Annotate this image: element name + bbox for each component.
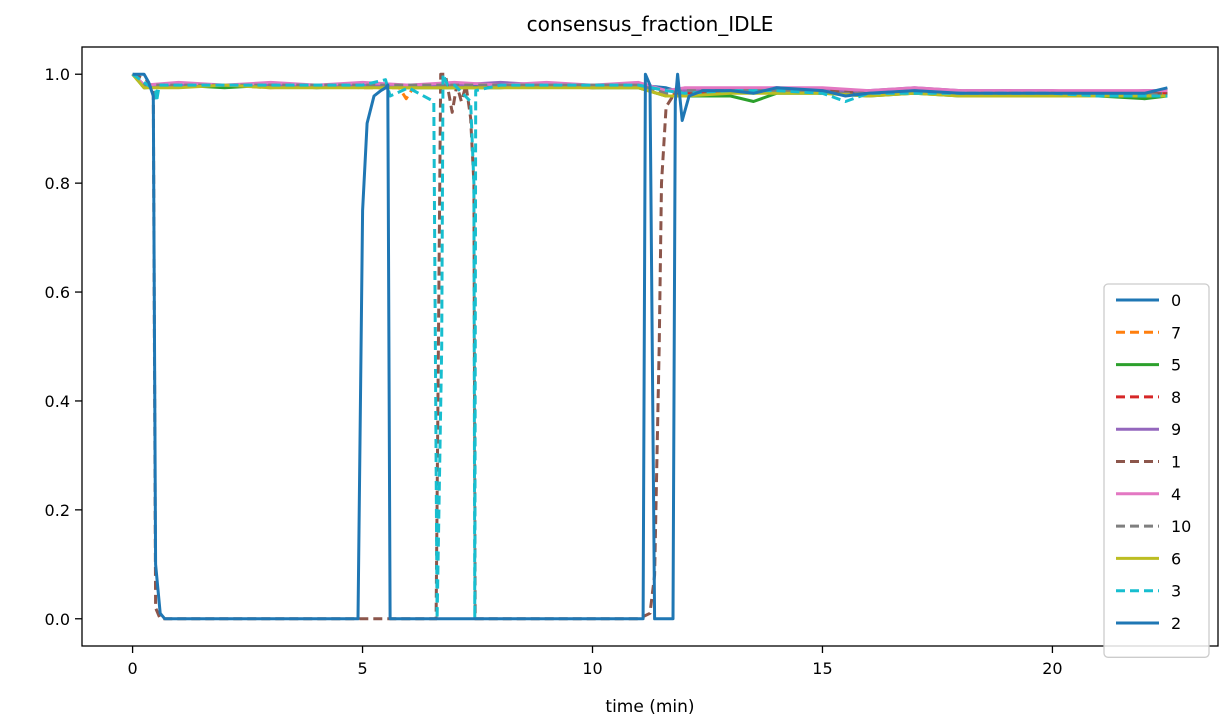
legend-label-8: 8 [1171,388,1181,407]
x-tick-label: 5 [357,659,367,678]
legend-label-9: 9 [1171,420,1181,439]
y-tick-label: 0.4 [45,392,70,411]
legend-label-10: 10 [1171,517,1191,536]
chart-title: consensus_fraction_IDLE [527,12,774,36]
y-tick-label: 0.6 [45,283,70,302]
legend-box [1104,284,1209,657]
legend-label-3: 3 [1171,582,1181,601]
x-tick-label: 15 [812,659,832,678]
x-tick-label: 0 [127,659,137,678]
x-tick-label: 10 [582,659,602,678]
legend-label-7: 7 [1171,323,1181,342]
legend-label-1: 1 [1171,453,1181,472]
legend-label-5: 5 [1171,356,1181,375]
x-tick-label: 20 [1042,659,1062,678]
legend-label-4: 4 [1171,485,1181,504]
y-tick-label: 0.8 [45,174,70,193]
y-tick-label: 0.2 [45,501,70,520]
x-axis-label: time (min) [605,697,694,717]
y-tick-label: 1.0 [45,65,70,84]
legend-label-2: 2 [1171,614,1181,633]
y-tick-label: 0.0 [45,610,70,629]
legend-label-0: 0 [1171,291,1181,310]
legend-label-6: 6 [1171,549,1181,568]
